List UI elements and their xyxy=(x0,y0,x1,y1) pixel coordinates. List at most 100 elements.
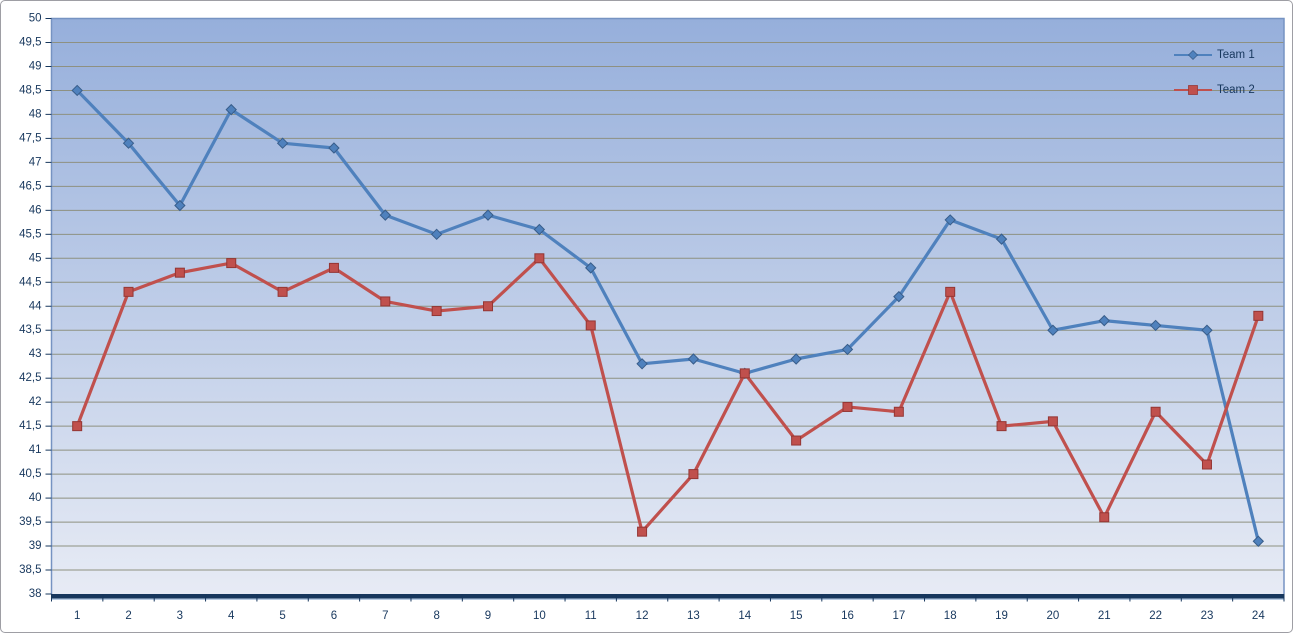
series-team-1-point-7[interactable] xyxy=(379,209,392,221)
series-team-2-point-5[interactable] xyxy=(277,286,288,297)
y-axis-label: 42,5 xyxy=(19,372,41,384)
team-1-line-diamond-icon xyxy=(1174,49,1212,61)
series-team-1-point-4[interactable] xyxy=(225,103,237,116)
series-team-2-point-2[interactable] xyxy=(123,286,134,297)
x-axis-label: 6 xyxy=(331,610,337,622)
x-axis-label: 16 xyxy=(841,610,854,622)
x-axis-label: 8 xyxy=(433,610,439,622)
legend-item-team-1[interactable]: Team 1 xyxy=(1173,45,1255,65)
legend-item-team-2[interactable]: Team 2 xyxy=(1173,80,1255,100)
series-team-2-point-12[interactable] xyxy=(637,526,648,537)
x-axis-label: 4 xyxy=(228,610,235,622)
series-team-2-point-3[interactable] xyxy=(174,267,185,278)
series-team-2-point-8[interactable] xyxy=(431,306,442,317)
series-team-1-point-8[interactable] xyxy=(430,228,443,241)
series-team-2-line[interactable] xyxy=(75,256,1260,534)
y-axis: 50 49,5 49 48,5 48 47,5 47 46,5 46 45,5 45 44,5 44 43… xyxy=(19,13,52,600)
series-team-2-point-22[interactable] xyxy=(1150,406,1161,417)
series-team-2-point-4[interactable] xyxy=(226,258,237,269)
x-axis-label: 15 xyxy=(790,610,803,622)
y-axis-label: 50 xyxy=(29,13,42,25)
y-axis-label: 41,5 xyxy=(19,420,41,432)
legend-label-team-1: Team 1 xyxy=(1217,49,1255,61)
series-team-2[interactable] xyxy=(72,253,1264,537)
series-team-2-point-18[interactable] xyxy=(945,286,956,297)
series-team-1-point-12[interactable] xyxy=(636,358,648,370)
y-axis-label: 40,5 xyxy=(19,468,41,480)
series-team-2-point-11[interactable] xyxy=(585,320,596,331)
series-team-2-point-17[interactable] xyxy=(893,406,904,417)
series-team-2-point-23[interactable] xyxy=(1201,459,1212,470)
series-team-1-point-9[interactable] xyxy=(482,209,494,221)
series-team-1-point-17[interactable] xyxy=(893,290,905,303)
x-axis-label: 7 xyxy=(382,610,388,622)
series-team-1-point-13[interactable] xyxy=(687,353,700,365)
series-team-1-point-23[interactable] xyxy=(1201,324,1213,336)
x-axis-label: 17 xyxy=(892,610,905,622)
y-axis-label: 39,5 xyxy=(19,516,41,528)
series-team-1-point-18[interactable] xyxy=(944,214,956,226)
x-axis-label: 10 xyxy=(533,610,546,622)
x-axis-label: 5 xyxy=(279,610,285,622)
series-team-2-point-20[interactable] xyxy=(1047,416,1058,427)
x-axis-label: 13 xyxy=(687,610,700,622)
series-team-1-point-1[interactable] xyxy=(71,84,83,97)
y-axis-label: 41 xyxy=(29,444,42,456)
x-axis: 1 2 3 4 5 6 7 8 9 10 11 12 13 14 15 16 17 18 19 20 21 22 23 24 xyxy=(51,594,1285,622)
series-team-2-point-7[interactable] xyxy=(380,296,391,307)
y-axis-label: 44 xyxy=(29,300,42,312)
x-axis-label: 3 xyxy=(177,610,183,622)
series-team-1-point-2[interactable] xyxy=(122,137,135,149)
series-team-2-point-6[interactable] xyxy=(328,262,339,273)
series-team-2-point-15[interactable] xyxy=(791,435,802,446)
series-team-1-point-10[interactable] xyxy=(533,223,546,236)
series-team-1[interactable] xyxy=(71,84,1265,547)
series-team-2-point-9[interactable] xyxy=(483,301,494,312)
x-axis-label: 12 xyxy=(636,610,649,622)
series-team-2-point-16[interactable] xyxy=(842,401,853,412)
x-axis-label: 23 xyxy=(1201,610,1214,622)
y-axis-label: 48,5 xyxy=(19,84,41,96)
series-team-1-point-19[interactable] xyxy=(995,233,1008,245)
series-team-2-point-24[interactable] xyxy=(1253,310,1264,321)
y-axis-label: 43 xyxy=(29,348,42,360)
y-axis-label: 47 xyxy=(29,156,42,168)
x-axis-label: 1 xyxy=(74,610,80,622)
series-team-1-point-11[interactable] xyxy=(585,262,597,274)
y-axis-label: 38,5 xyxy=(19,564,41,576)
y-axis-label: 47,5 xyxy=(19,132,41,144)
series-team-1-point-5[interactable] xyxy=(276,137,289,149)
y-axis-label: 42 xyxy=(29,396,42,408)
series-team-2-point-19[interactable] xyxy=(996,421,1007,432)
series-team-1-point-6[interactable] xyxy=(328,142,340,154)
series-team-2-point-10[interactable] xyxy=(534,253,545,264)
y-axis-label: 45,5 xyxy=(19,228,41,240)
x-axis-label: 9 xyxy=(485,610,491,622)
y-axis-label: 49,5 xyxy=(19,36,41,48)
y-axis-label: 39 xyxy=(29,540,42,552)
series-team-1-point-22[interactable] xyxy=(1149,319,1162,332)
series-team-2-point-1[interactable] xyxy=(72,421,83,432)
series-team-1-point-20[interactable] xyxy=(1047,324,1059,336)
series-team-1-line[interactable] xyxy=(75,88,1260,543)
y-axis-label: 43,5 xyxy=(19,324,41,336)
series-team-2-point-13[interactable] xyxy=(688,469,699,480)
x-axis-label: 22 xyxy=(1149,610,1162,622)
series-team-1-point-15[interactable] xyxy=(790,353,802,365)
series-team-2-point-21[interactable] xyxy=(1099,512,1110,523)
series-team-1-point-24[interactable] xyxy=(1252,535,1265,547)
x-axis-label: 20 xyxy=(1047,610,1060,622)
series-team-1-point-16[interactable] xyxy=(841,343,854,356)
gridlines xyxy=(51,41,1284,571)
series-team-1-point-21[interactable] xyxy=(1098,314,1110,327)
x-axis-label: 2 xyxy=(125,610,131,622)
y-axis-label: 49 xyxy=(29,60,42,72)
x-axis-label: 24 xyxy=(1252,610,1265,622)
y-axis-label: 45 xyxy=(29,252,42,264)
series-team-2-point-14[interactable] xyxy=(739,368,750,379)
series-team-1-point-3[interactable] xyxy=(174,199,186,212)
team-2-line-square-icon xyxy=(1174,85,1212,95)
y-axis-label: 38 xyxy=(29,588,42,600)
y-axis-label: 46,5 xyxy=(19,180,41,192)
